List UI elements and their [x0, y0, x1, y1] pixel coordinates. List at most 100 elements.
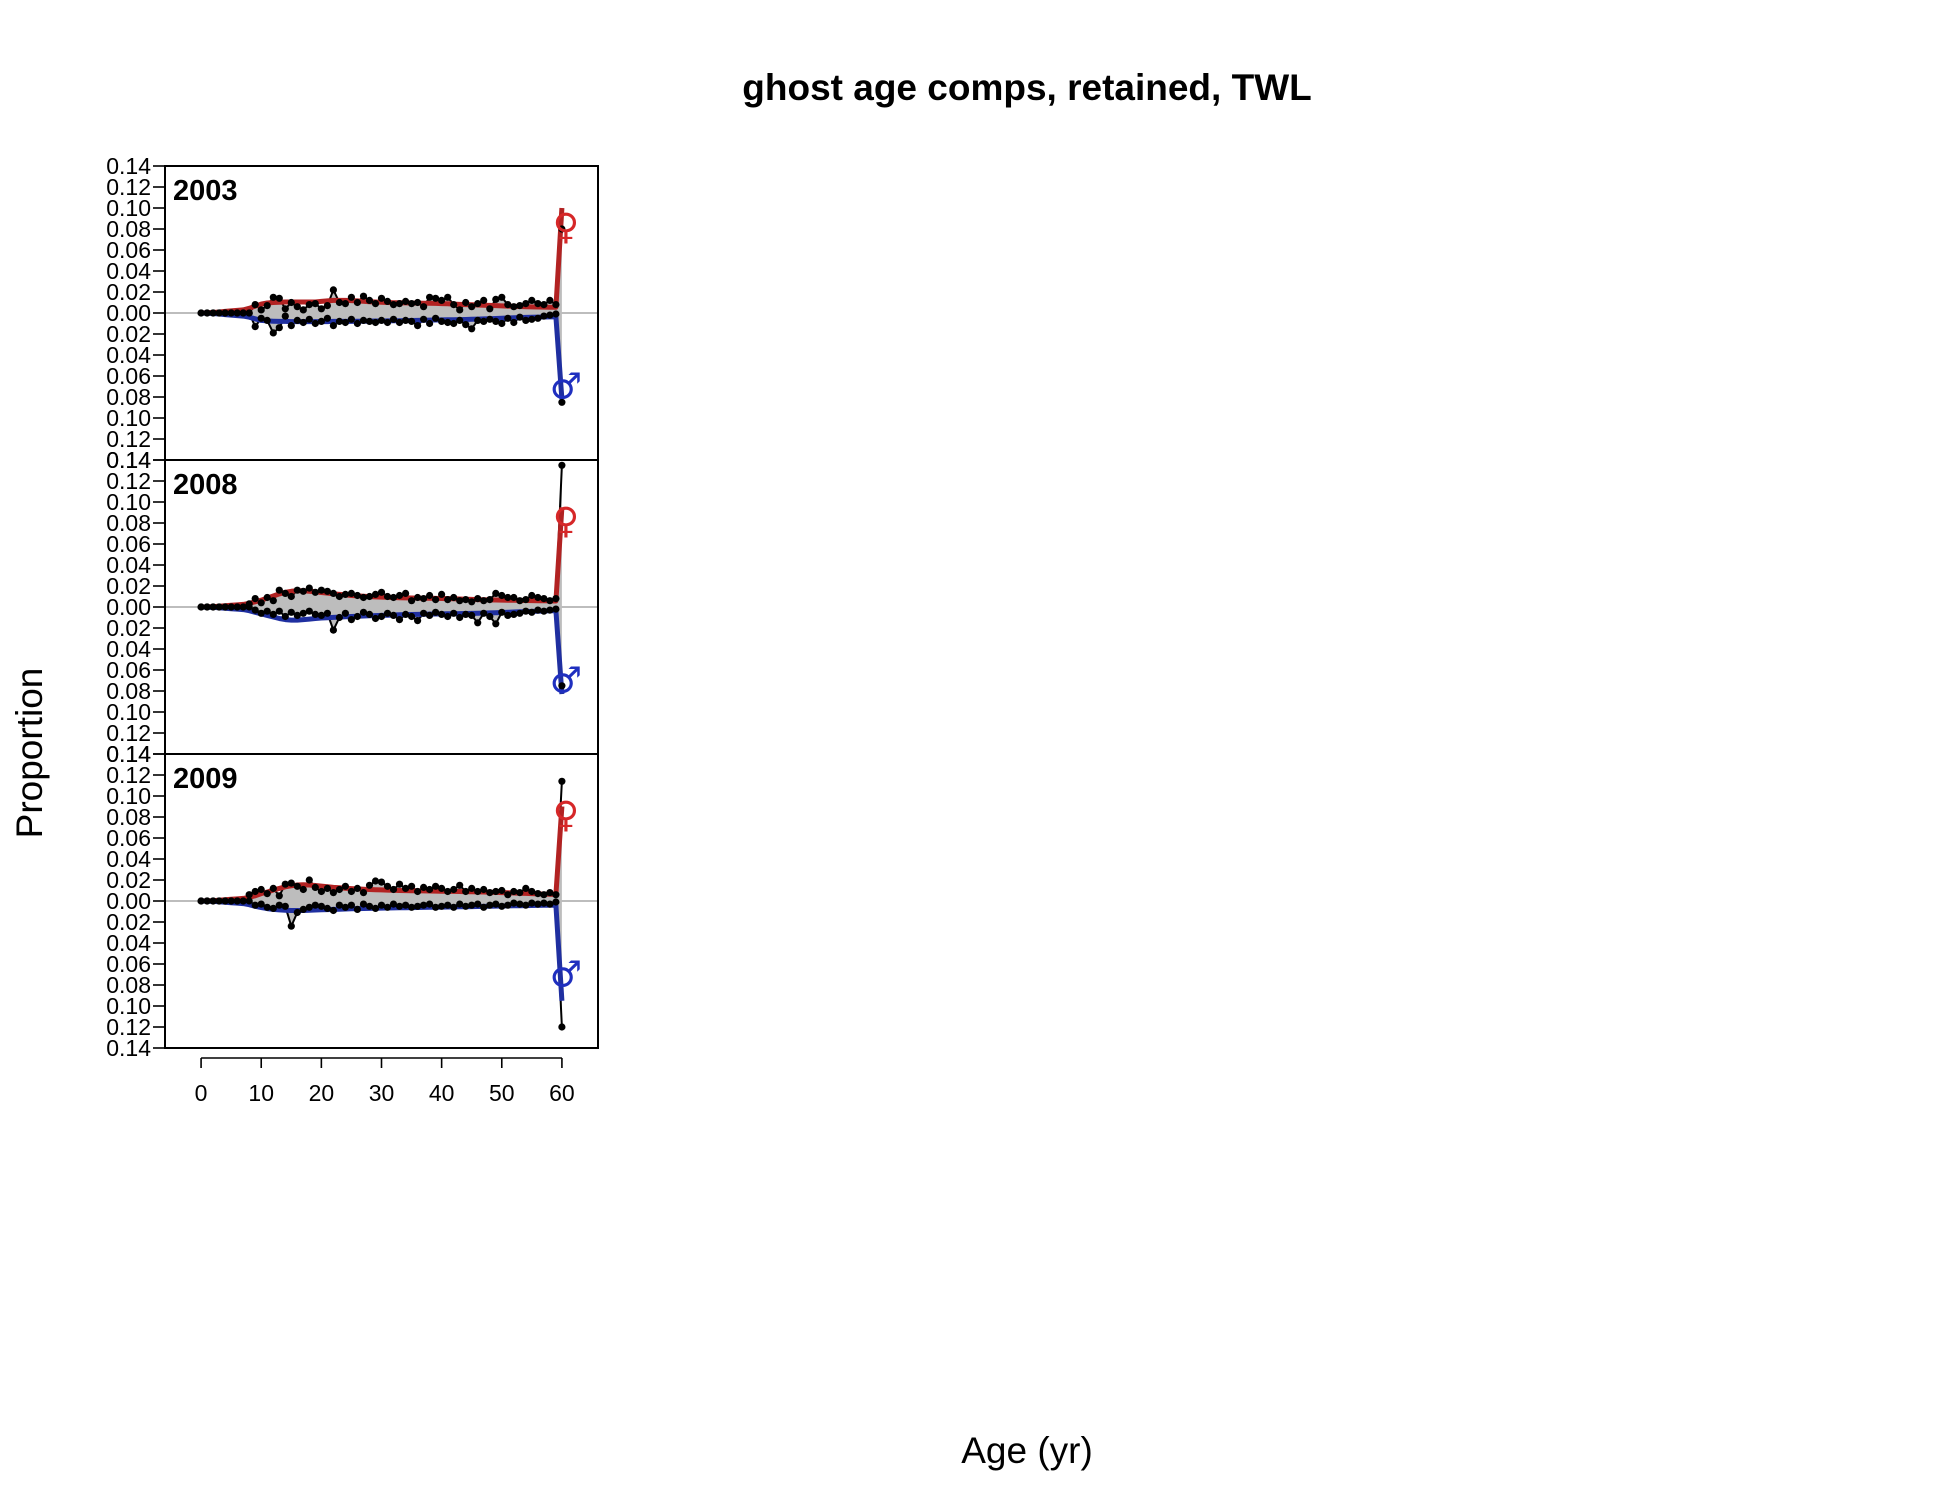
observed-female-point [522, 596, 530, 604]
observed-female-point [528, 591, 536, 600]
observed-male-point [426, 319, 434, 328]
observed-male-point [432, 903, 440, 911]
observed-female-point [257, 599, 265, 607]
male-symbol: ♂ [550, 955, 582, 996]
observed-female-point [263, 890, 271, 898]
observed-male-point [498, 902, 506, 910]
observed-male-point [468, 901, 476, 909]
observed-male-point [305, 607, 313, 615]
observed-male-point [365, 317, 374, 325]
observed-male-point [395, 318, 404, 327]
observed-male-point [239, 603, 247, 611]
observed-female-point [263, 593, 271, 602]
observed-female-point [450, 593, 458, 602]
observed-male-point [209, 309, 217, 317]
observed-male-point [305, 903, 313, 911]
observed-male-point [510, 318, 518, 327]
observed-male-point [383, 903, 392, 911]
observed-male-point [209, 603, 217, 611]
observed-female-point [558, 461, 566, 469]
y-tick-label: 0.10 [106, 195, 151, 221]
observed-male-point [203, 897, 211, 905]
observed-female-point [293, 882, 301, 890]
observed-male-point [444, 318, 452, 327]
observed-male-point [432, 608, 440, 616]
observed-female-point [468, 598, 476, 606]
observed-female-point [251, 595, 259, 603]
observed-male-point [389, 900, 398, 908]
observed-male-point [197, 897, 205, 905]
observed-male-point [251, 323, 259, 331]
observed-female-point [269, 293, 277, 301]
x-tick-label: 0 [195, 1080, 208, 1106]
observed-male-point [444, 612, 452, 621]
observed-female-point [365, 881, 374, 889]
observed-male-point [251, 606, 259, 614]
observed-female-point [432, 294, 440, 302]
y-tick-label: 0.04 [106, 846, 151, 872]
observed-female-point [311, 300, 319, 308]
observed-female-point [498, 293, 506, 301]
observed-male-point [486, 315, 494, 323]
observed-female-point [420, 303, 428, 311]
expected-male-line [201, 898, 565, 1001]
observed-male-point [359, 608, 368, 616]
observed-male-point [552, 310, 560, 318]
observed-male-point [450, 903, 458, 911]
observed-male-point [215, 309, 223, 317]
expected-female-line [201, 207, 565, 316]
observed-female-point [353, 884, 361, 893]
observed-male-point [408, 612, 416, 621]
observed-female-point [365, 592, 374, 601]
observed-fill-area [201, 229, 562, 403]
observed-male-point [239, 309, 247, 317]
observed-male-point [311, 319, 319, 328]
observed-male-point [221, 603, 229, 611]
y-tick-label: 0.12 [106, 174, 151, 200]
y-tick-label: 0.10 [106, 489, 151, 515]
observed-female-point [323, 587, 331, 595]
observed-male-point [227, 309, 235, 317]
observed-female-point [414, 593, 422, 602]
observed-male-point [317, 317, 325, 325]
observed-male-point [389, 315, 398, 323]
observed-male-point [438, 317, 446, 325]
observed-male-point [311, 610, 319, 619]
x-tick-label: 50 [489, 1080, 515, 1106]
observed-female-point [468, 303, 476, 311]
female-symbol: ♀ [553, 795, 579, 836]
observed-female-point [408, 597, 416, 605]
y-tick-label: 0.14 [106, 447, 151, 473]
observed-male-point [558, 682, 566, 690]
observed-female-point [456, 881, 464, 889]
observed-male-point [305, 315, 313, 323]
observed-male-point [492, 317, 500, 325]
observed-male-point [311, 901, 319, 909]
y-tick-label: 0.06 [106, 237, 151, 263]
y-tick-label: 0.14 [106, 741, 151, 767]
observed-female-point [486, 305, 494, 313]
observed-female-point [317, 305, 325, 313]
observed-female-point [395, 300, 404, 308]
observed-female-point [323, 884, 331, 893]
observed-male-point [245, 897, 253, 905]
observed-female-point [383, 297, 392, 305]
observed-male-point [534, 900, 542, 908]
observed-female-point [486, 596, 494, 604]
observed-male-point [450, 609, 458, 617]
y-tick-label: 0.08 [106, 972, 151, 998]
observed-male-point [359, 900, 368, 908]
observed-female-point [444, 293, 452, 301]
observed-male-point [546, 606, 554, 614]
observed-female-point [329, 589, 337, 598]
x-axis: 0 10 20 30 40 50 60 [195, 1057, 575, 1106]
observed-female-point [552, 301, 560, 309]
observed-female-point [492, 295, 500, 303]
observed-male-point [203, 603, 211, 611]
observed-female-point [552, 595, 560, 603]
observed-female-point [462, 596, 470, 604]
observed-female-point [516, 889, 524, 897]
observed-female-point [552, 891, 560, 899]
observed-female-point [305, 584, 313, 592]
chart-title: ghost age comps, retained, TWL [742, 67, 1311, 108]
